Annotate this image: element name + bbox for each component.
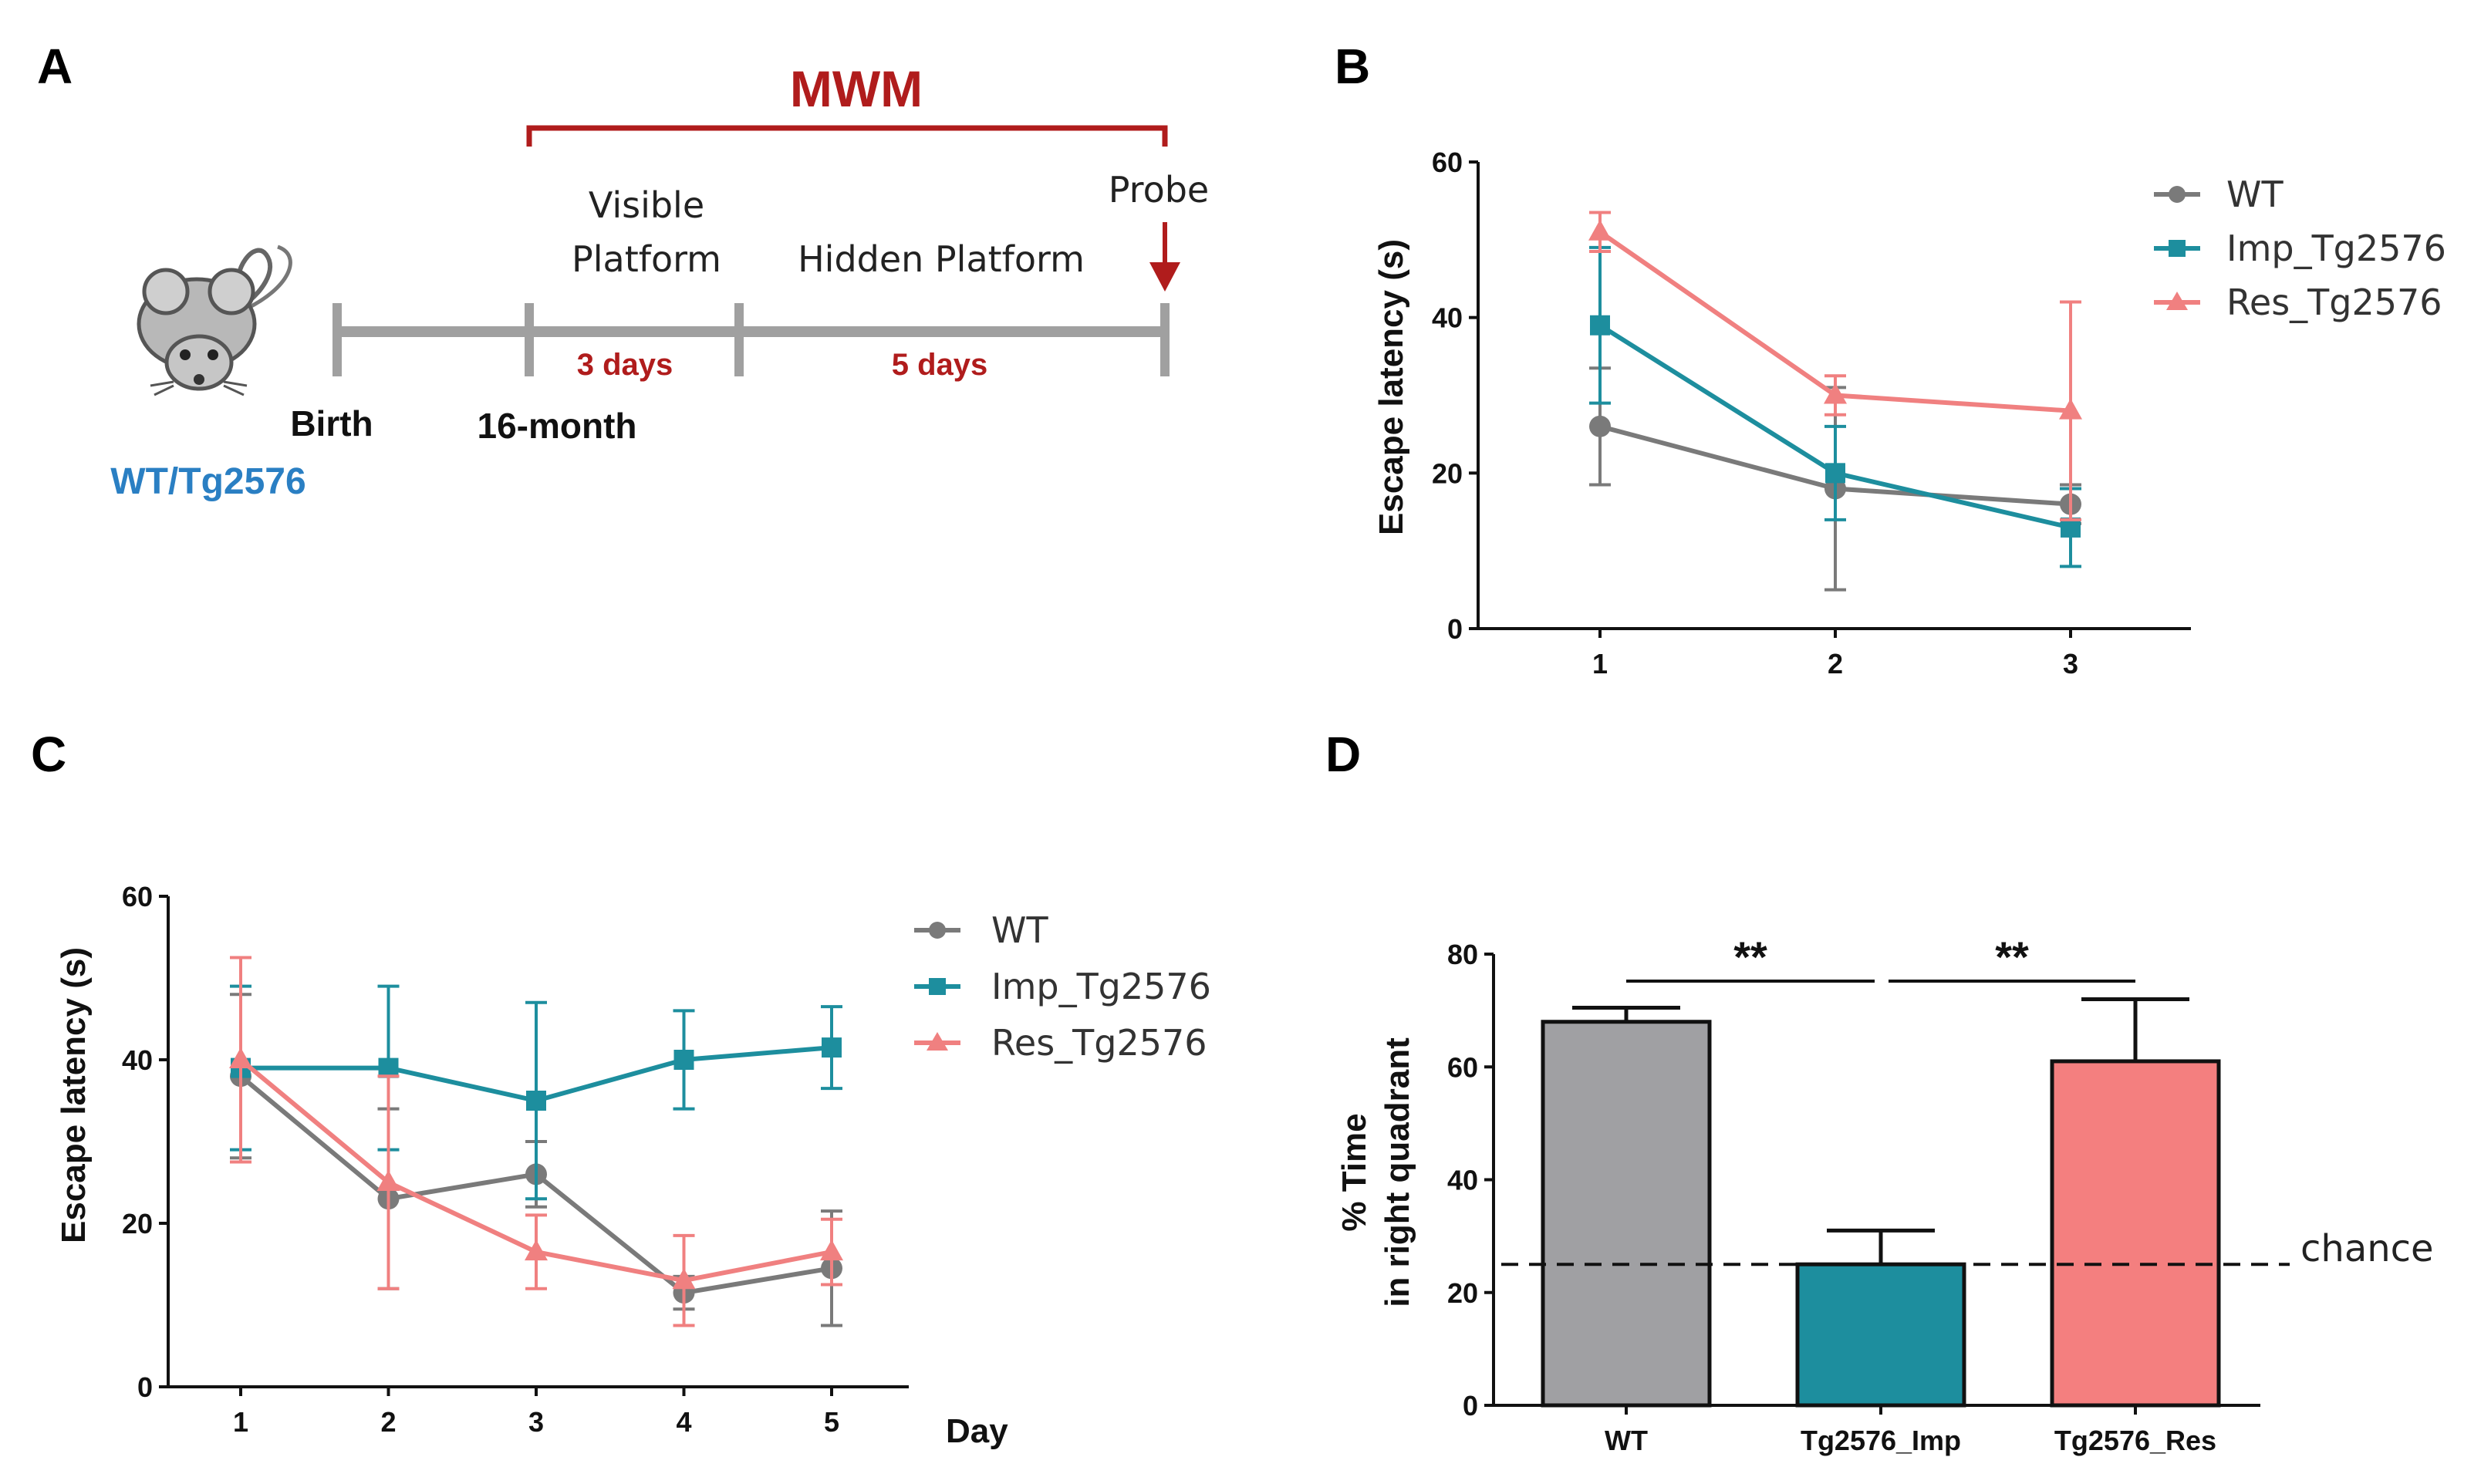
legend-b-res: Res_Tg2576 xyxy=(2226,282,2442,323)
data-point xyxy=(525,1239,548,1261)
y-tick-label: 40 xyxy=(1447,1165,1478,1196)
series-Res_Tg2576 xyxy=(229,956,843,1327)
x-tick-label: 3 xyxy=(2063,648,2078,680)
legend-b-wt-marker xyxy=(2169,186,2186,203)
y-tick-label: 20 xyxy=(122,1208,153,1239)
chart-b-legend: WT Imp_Tg2576 Res_Tg2576 xyxy=(2154,174,2446,323)
y-tick-label: 40 xyxy=(1432,302,1463,334)
x-tick-label: 1 xyxy=(1592,648,1608,680)
x-tick-label: 2 xyxy=(1828,648,1843,680)
data-point xyxy=(820,1239,843,1261)
chart-c-xlabel: Day xyxy=(946,1412,1008,1450)
legend-b-res-marker xyxy=(2166,292,2188,310)
data-point xyxy=(526,1091,546,1111)
bar-WT xyxy=(1541,1020,1712,1408)
data-point xyxy=(1825,463,1845,484)
bar-Tg2576_Imp xyxy=(1795,1262,1966,1408)
data-point xyxy=(1590,315,1610,336)
y-tick-label: 0 xyxy=(137,1371,153,1403)
data-point xyxy=(822,1037,842,1058)
y-tick-label: 0 xyxy=(1463,1390,1478,1422)
mwm-title: MWM xyxy=(790,60,923,117)
legend-b-imp-marker xyxy=(2169,240,2186,257)
visible-duration: 3 days xyxy=(577,348,673,382)
x-tick-label: Tg2576_Res xyxy=(2054,1425,2216,1456)
visible-label-2: Platform xyxy=(572,238,721,280)
x-tick-label: 3 xyxy=(528,1406,544,1438)
visible-label-1: Visible xyxy=(589,184,704,226)
panel-a-letter: A xyxy=(37,39,73,94)
series-Res_Tg2576 xyxy=(1588,211,2082,521)
legend-b-imp: Imp_Tg2576 xyxy=(2226,228,2446,269)
bar-Tg2576_Res xyxy=(2050,1059,2221,1408)
chart-b-ylabel: Escape latency (s) xyxy=(1372,239,1410,535)
birth-label: Birth xyxy=(290,403,373,444)
series-Imp_Tg2576 xyxy=(230,984,842,1201)
chart-c-legend: WT Imp_Tg2576 Res_Tg2576 xyxy=(914,909,1211,1064)
series-Imp_Tg2576 xyxy=(1589,245,2081,568)
y-tick-label: 0 xyxy=(1447,613,1463,645)
chart-d-ylabel-line1: % Time xyxy=(1335,1113,1373,1231)
x-tick-label: 5 xyxy=(824,1406,839,1438)
hidden-duration: 5 days xyxy=(892,348,988,382)
legend-b-wt: WT xyxy=(2226,174,2284,215)
y-tick-label: 20 xyxy=(1447,1277,1478,1309)
timeline xyxy=(332,303,1170,376)
mouse-icon xyxy=(137,245,292,396)
legend-c-wt: WT xyxy=(991,909,1048,951)
y-tick-label: 40 xyxy=(122,1044,153,1076)
probe-arrow-icon xyxy=(1149,222,1180,292)
data-point xyxy=(1824,383,1847,404)
data-point xyxy=(229,1047,252,1068)
chart-d-ylabel-line2: in right quadrant xyxy=(1379,1037,1416,1307)
probe-label: Probe xyxy=(1109,169,1209,211)
data-point xyxy=(1588,219,1612,241)
significance-label: ** xyxy=(1733,933,1767,981)
panel-b-letter: B xyxy=(1335,39,1370,94)
x-tick-label: Tg2576_Imp xyxy=(1801,1425,1961,1456)
panel-d-letter: D xyxy=(1325,727,1361,782)
y-tick-label: 80 xyxy=(1447,939,1478,970)
chart-c-ylabel: Escape latency (s) xyxy=(55,947,93,1243)
significance-label: ** xyxy=(1995,933,2029,981)
y-tick-label: 60 xyxy=(1432,147,1463,178)
x-tick-label: 2 xyxy=(380,1406,396,1438)
panel-c-letter: C xyxy=(31,727,66,782)
panel-b: B Escape latency (s) 0 20 40 60 1 2 3 WT Imp_T… xyxy=(1335,39,2446,680)
data-point xyxy=(2059,398,2082,420)
group-label: WT/Tg2576 xyxy=(110,461,305,502)
legend-c-res: Res_Tg2576 xyxy=(991,1022,1207,1064)
x-tick-label: WT xyxy=(1605,1425,1648,1456)
panel-c: C Escape latency (s) Day 0 20 40 60 1 2 3 4 5 WT… xyxy=(31,727,1211,1450)
panel-d: D % Time in right quadrant 0 20 40 60 80 WT Tg… xyxy=(1325,727,2434,1456)
y-tick-label: 60 xyxy=(1447,1051,1478,1083)
chart-b: 0 20 40 60 1 2 3 xyxy=(1432,147,2191,680)
chance-label: chance xyxy=(2300,1227,2434,1270)
x-tick-label: 4 xyxy=(676,1406,691,1438)
data-point xyxy=(376,1170,400,1191)
x-tick-label: 1 xyxy=(233,1406,248,1438)
y-tick-label: 20 xyxy=(1432,457,1463,489)
hidden-label: Hidden Platform xyxy=(798,238,1085,280)
data-point xyxy=(672,1268,696,1290)
y-tick-label: 60 xyxy=(122,881,153,912)
chart-d: 0 20 40 60 80 WT Tg2576_Imp Tg2576_Res chance ** *… xyxy=(1447,933,2434,1456)
age-label: 16-month xyxy=(478,406,637,446)
chart-c: 0 20 40 60 1 2 3 4 5 xyxy=(122,881,909,1438)
panel-a: A MWM WT/Tg2576 Birth 16-month V xyxy=(37,39,1209,502)
data-point xyxy=(1589,415,1611,437)
legend-c-imp: Imp_Tg2576 xyxy=(991,966,1211,1007)
mwm-bracket xyxy=(526,125,1168,147)
data-point xyxy=(673,1050,694,1070)
